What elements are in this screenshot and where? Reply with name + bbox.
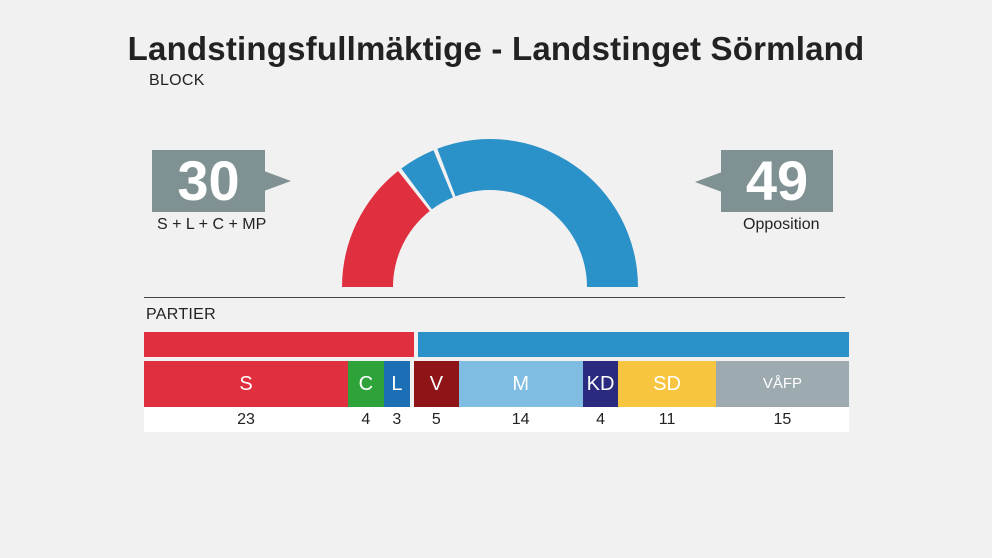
party-seats-v: 5 <box>431 411 441 428</box>
chart-title: Landstingsfullmäktige - Landstinget Sörm… <box>127 30 865 67</box>
partier-section-label: PARTIER <box>146 306 216 323</box>
party-seats-våfp: 15 <box>773 411 792 428</box>
governing-bloc-caption: S + L + C + MP <box>157 216 267 233</box>
opposition-bloc-pointer <box>695 172 722 192</box>
section-divider <box>144 297 845 298</box>
party-row: S C L V M KD SD VÅFP <box>144 361 849 407</box>
party-seats-c: 4 <box>361 411 371 428</box>
governing-bloc-bar <box>144 332 414 357</box>
party-label-l: L <box>383 361 411 407</box>
party-seats-l: 3 <box>392 411 402 428</box>
party-seats-m: 14 <box>511 411 530 428</box>
hemicycle-segment-2 <box>437 139 638 287</box>
party-seats-sd: 11 <box>658 411 676 428</box>
hemicycle-segment-1 <box>401 150 453 210</box>
hemicycle-segment-0 <box>342 171 430 287</box>
opposition-bloc-caption: Opposition <box>743 216 820 233</box>
party-seats-s: 23 <box>237 411 255 428</box>
opposition-bloc-seats: 49 <box>721 150 833 212</box>
party-seats-kd: 4 <box>596 411 605 428</box>
party-label-m: M <box>458 361 583 407</box>
seats-row: 23 4 3 5 14 4 11 15 <box>144 407 849 432</box>
party-label-kd: KD <box>582 361 619 407</box>
opposition-bloc-bar <box>418 332 849 357</box>
party-label-sd: SD <box>618 361 716 407</box>
hemicycle-chart <box>342 139 638 287</box>
party-label-c: C <box>348 361 384 407</box>
party-label-s: S <box>144 361 349 407</box>
party-label-v: V <box>414 361 459 407</box>
governing-bloc-pointer <box>264 171 291 191</box>
party-label-våfp: VÅFP <box>715 361 849 407</box>
block-section-label: BLOCK <box>149 72 205 89</box>
governing-bloc-seats: 30 <box>152 150 265 212</box>
